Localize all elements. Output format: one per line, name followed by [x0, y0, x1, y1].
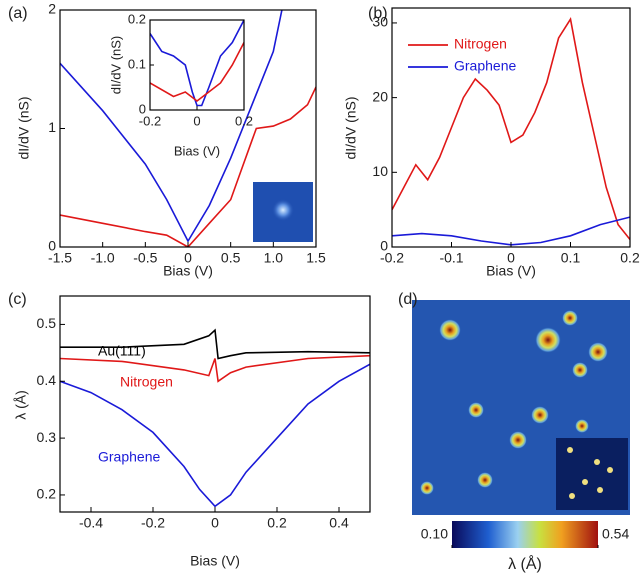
x-tick-label: -0.1: [439, 250, 463, 266]
x-tick-label: 0: [184, 250, 192, 266]
y-axis-label: dI/dV (nS): [108, 36, 123, 95]
series-line: [150, 42, 244, 103]
lambda-map: [412, 300, 630, 548]
series-line: [60, 86, 316, 247]
colorbar: [452, 521, 598, 548]
x-tick-label: 0.2: [620, 250, 640, 266]
x-tick-label: -1.0: [91, 250, 115, 266]
x-tick-label: -0.2: [380, 250, 404, 266]
x-tick-label: 0.1: [561, 250, 581, 266]
series-line: [60, 10, 283, 243]
series-line: [150, 20, 244, 107]
x-tick-label: 0.4: [329, 515, 349, 531]
y-axis-label: λ (Å): [13, 390, 29, 420]
y-axis-label: dI/dV (nS): [16, 96, 32, 159]
y-tick-label: 0: [380, 238, 388, 254]
panel-label: (d): [398, 291, 418, 308]
panel-label: (b): [368, 5, 388, 22]
y-tick-label: 10: [372, 163, 388, 179]
x-tick-label: 0: [507, 250, 515, 266]
series-label: Graphene: [98, 449, 160, 465]
x-tick-label: -0.2: [139, 113, 161, 128]
x-tick-label: 0.2: [235, 113, 253, 128]
colorbar-tick-label: 0.54: [602, 526, 629, 542]
stm-blob: [272, 199, 294, 221]
panel-label: (c): [8, 291, 27, 308]
x-tick-label: -0.5: [133, 250, 157, 266]
y-tick-label: 0.2: [37, 486, 57, 502]
y-tick-label: 2: [48, 1, 56, 17]
y-tick-label: 0.1: [128, 56, 146, 71]
x-tick-label: -0.2: [141, 515, 165, 531]
y-tick-label: 20: [372, 88, 388, 104]
x-tick-label: 0: [211, 515, 219, 531]
series-label: Nitrogen: [120, 374, 173, 390]
x-axis-label: Bias (V): [163, 263, 213, 279]
x-tick-label: 0.5: [221, 250, 241, 266]
y-tick-label: 0.4: [37, 372, 57, 388]
inset-background: [150, 20, 244, 110]
legend-label: Graphene: [454, 58, 516, 74]
colorbar-label: λ (Å): [508, 554, 542, 573]
x-tick-label: 0.2: [267, 515, 287, 531]
x-tick-label: -0.4: [79, 515, 103, 531]
plot-frame: [391, 7, 631, 248]
series-label: Au(111): [98, 343, 146, 359]
legend-label: Nitrogen: [454, 36, 507, 52]
y-tick-label: 0: [139, 101, 146, 116]
panel-label: (a): [8, 5, 28, 22]
series-line: [60, 363, 370, 508]
y-tick-label: 0.3: [37, 429, 57, 445]
series-line: [60, 328, 370, 360]
x-axis-label: Bias (V): [190, 553, 240, 569]
y-tick-label: 0: [48, 238, 56, 254]
colorbar-tick-label: 0.10: [421, 526, 448, 542]
y-tick-label: 1: [48, 119, 56, 135]
plot-frame: [59, 295, 371, 513]
y-axis-label: dI/dV (nS): [343, 96, 359, 159]
y-tick-label: 30: [372, 14, 388, 30]
x-tick-label: 0: [193, 113, 200, 128]
x-tick-label: 1.5: [306, 250, 326, 266]
series-line: [392, 17, 630, 240]
y-tick-label: 0.2: [128, 11, 146, 26]
series-line: [392, 216, 630, 246]
y-tick-label: 0.5: [37, 315, 57, 331]
x-tick-label: -1.5: [48, 250, 72, 266]
x-axis-label: Bias (V): [486, 263, 536, 279]
x-tick-label: 1.0: [264, 250, 284, 266]
series-line: [60, 354, 370, 383]
x-axis-label: Bias (V): [174, 143, 220, 158]
